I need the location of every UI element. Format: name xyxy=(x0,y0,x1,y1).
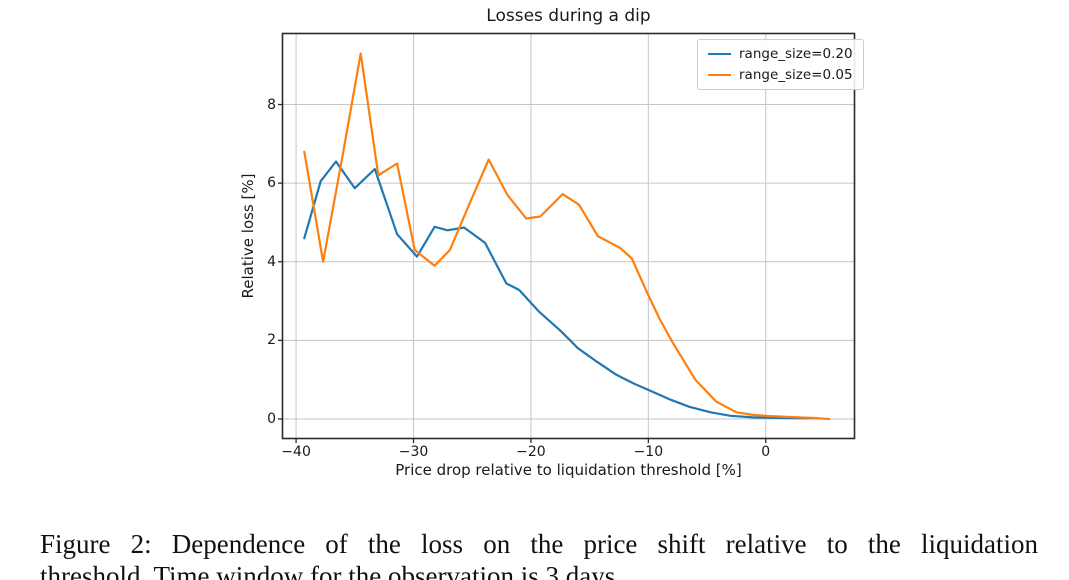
x-tick-label: −40 xyxy=(281,444,311,460)
x-tick-label: −10 xyxy=(633,444,664,460)
figure-caption-line-2: threshold. Time window for the observati… xyxy=(40,561,622,580)
x-tick-label: −30 xyxy=(398,444,429,460)
chart-title: Losses during a dip xyxy=(486,6,651,26)
y-tick-label: 4 xyxy=(267,253,276,270)
legend-label: range_size=0.05 xyxy=(739,67,853,83)
figure-caption-line-1: Figure 2: Dependence of the loss on the … xyxy=(40,529,1038,559)
legend-line-sample xyxy=(708,53,731,55)
y-tick-label: 6 xyxy=(267,175,276,192)
legend-line-sample xyxy=(708,74,731,76)
legend: range_size=0.20 range_size=0.05 xyxy=(697,39,864,90)
legend-label: range_size=0.20 xyxy=(739,46,853,62)
x-tick-label: 0 xyxy=(761,444,771,460)
series-line xyxy=(303,52,831,421)
y-axis-label: Relative loss [%] xyxy=(239,173,257,299)
series-line xyxy=(303,160,819,420)
x-tick-label: −20 xyxy=(516,444,546,460)
x-axis-label: Price drop relative to liquidation thres… xyxy=(395,461,742,479)
x-axis-ticks: −40 −30 −20 −10 0 xyxy=(281,444,855,462)
plot-area xyxy=(278,32,856,443)
y-tick-label: 2 xyxy=(267,332,276,349)
legend-item: range_size=0.20 xyxy=(708,45,853,63)
y-axis-ticks: 0 2 4 6 8 xyxy=(240,33,276,439)
legend-item: range_size=0.05 xyxy=(708,66,853,84)
y-tick-label: 8 xyxy=(267,96,276,113)
axes-frame xyxy=(281,32,856,440)
y-tick-label: 0 xyxy=(267,410,276,427)
